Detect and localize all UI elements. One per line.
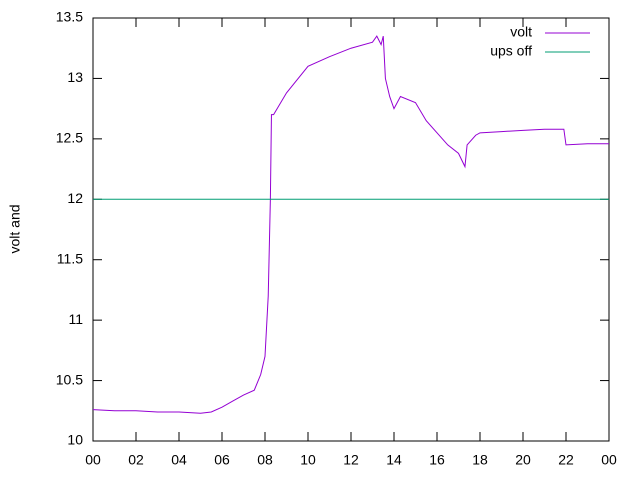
y-tick-label: 12	[67, 190, 83, 206]
x-tick-label: 20	[515, 452, 531, 468]
x-tick-label: 00	[85, 452, 101, 468]
x-tick-label: 06	[214, 452, 230, 468]
x-tick-label: 04	[171, 452, 187, 468]
data-line	[92, 35, 609, 414]
y-tick-label: 13	[67, 69, 83, 85]
y-tick-label: 11	[68, 311, 83, 327]
y-tick-label: 12.5	[56, 130, 83, 146]
y-tick-label: 13.5	[56, 9, 83, 25]
legend-label: ups off	[490, 43, 532, 59]
x-tick-label: 02	[128, 452, 144, 468]
y-tick-label: 10	[67, 432, 83, 448]
x-tick-label: 16	[429, 452, 445, 468]
x-tick-label: 10	[300, 452, 316, 468]
x-tick-label: 22	[558, 452, 574, 468]
plot-border	[92, 17, 610, 442]
x-tick-label: 18	[472, 452, 488, 468]
x-tick-label: 00	[601, 452, 617, 468]
y-tick-label: 11.5	[57, 250, 83, 266]
x-tick-label: 08	[257, 452, 273, 468]
x-tick-label: 14	[386, 452, 402, 468]
y-tick-label: 10.5	[56, 371, 83, 387]
x-tick-label: 12	[343, 452, 359, 468]
legend-label: volt	[510, 24, 532, 40]
y-axis-label: volt and	[7, 204, 23, 253]
